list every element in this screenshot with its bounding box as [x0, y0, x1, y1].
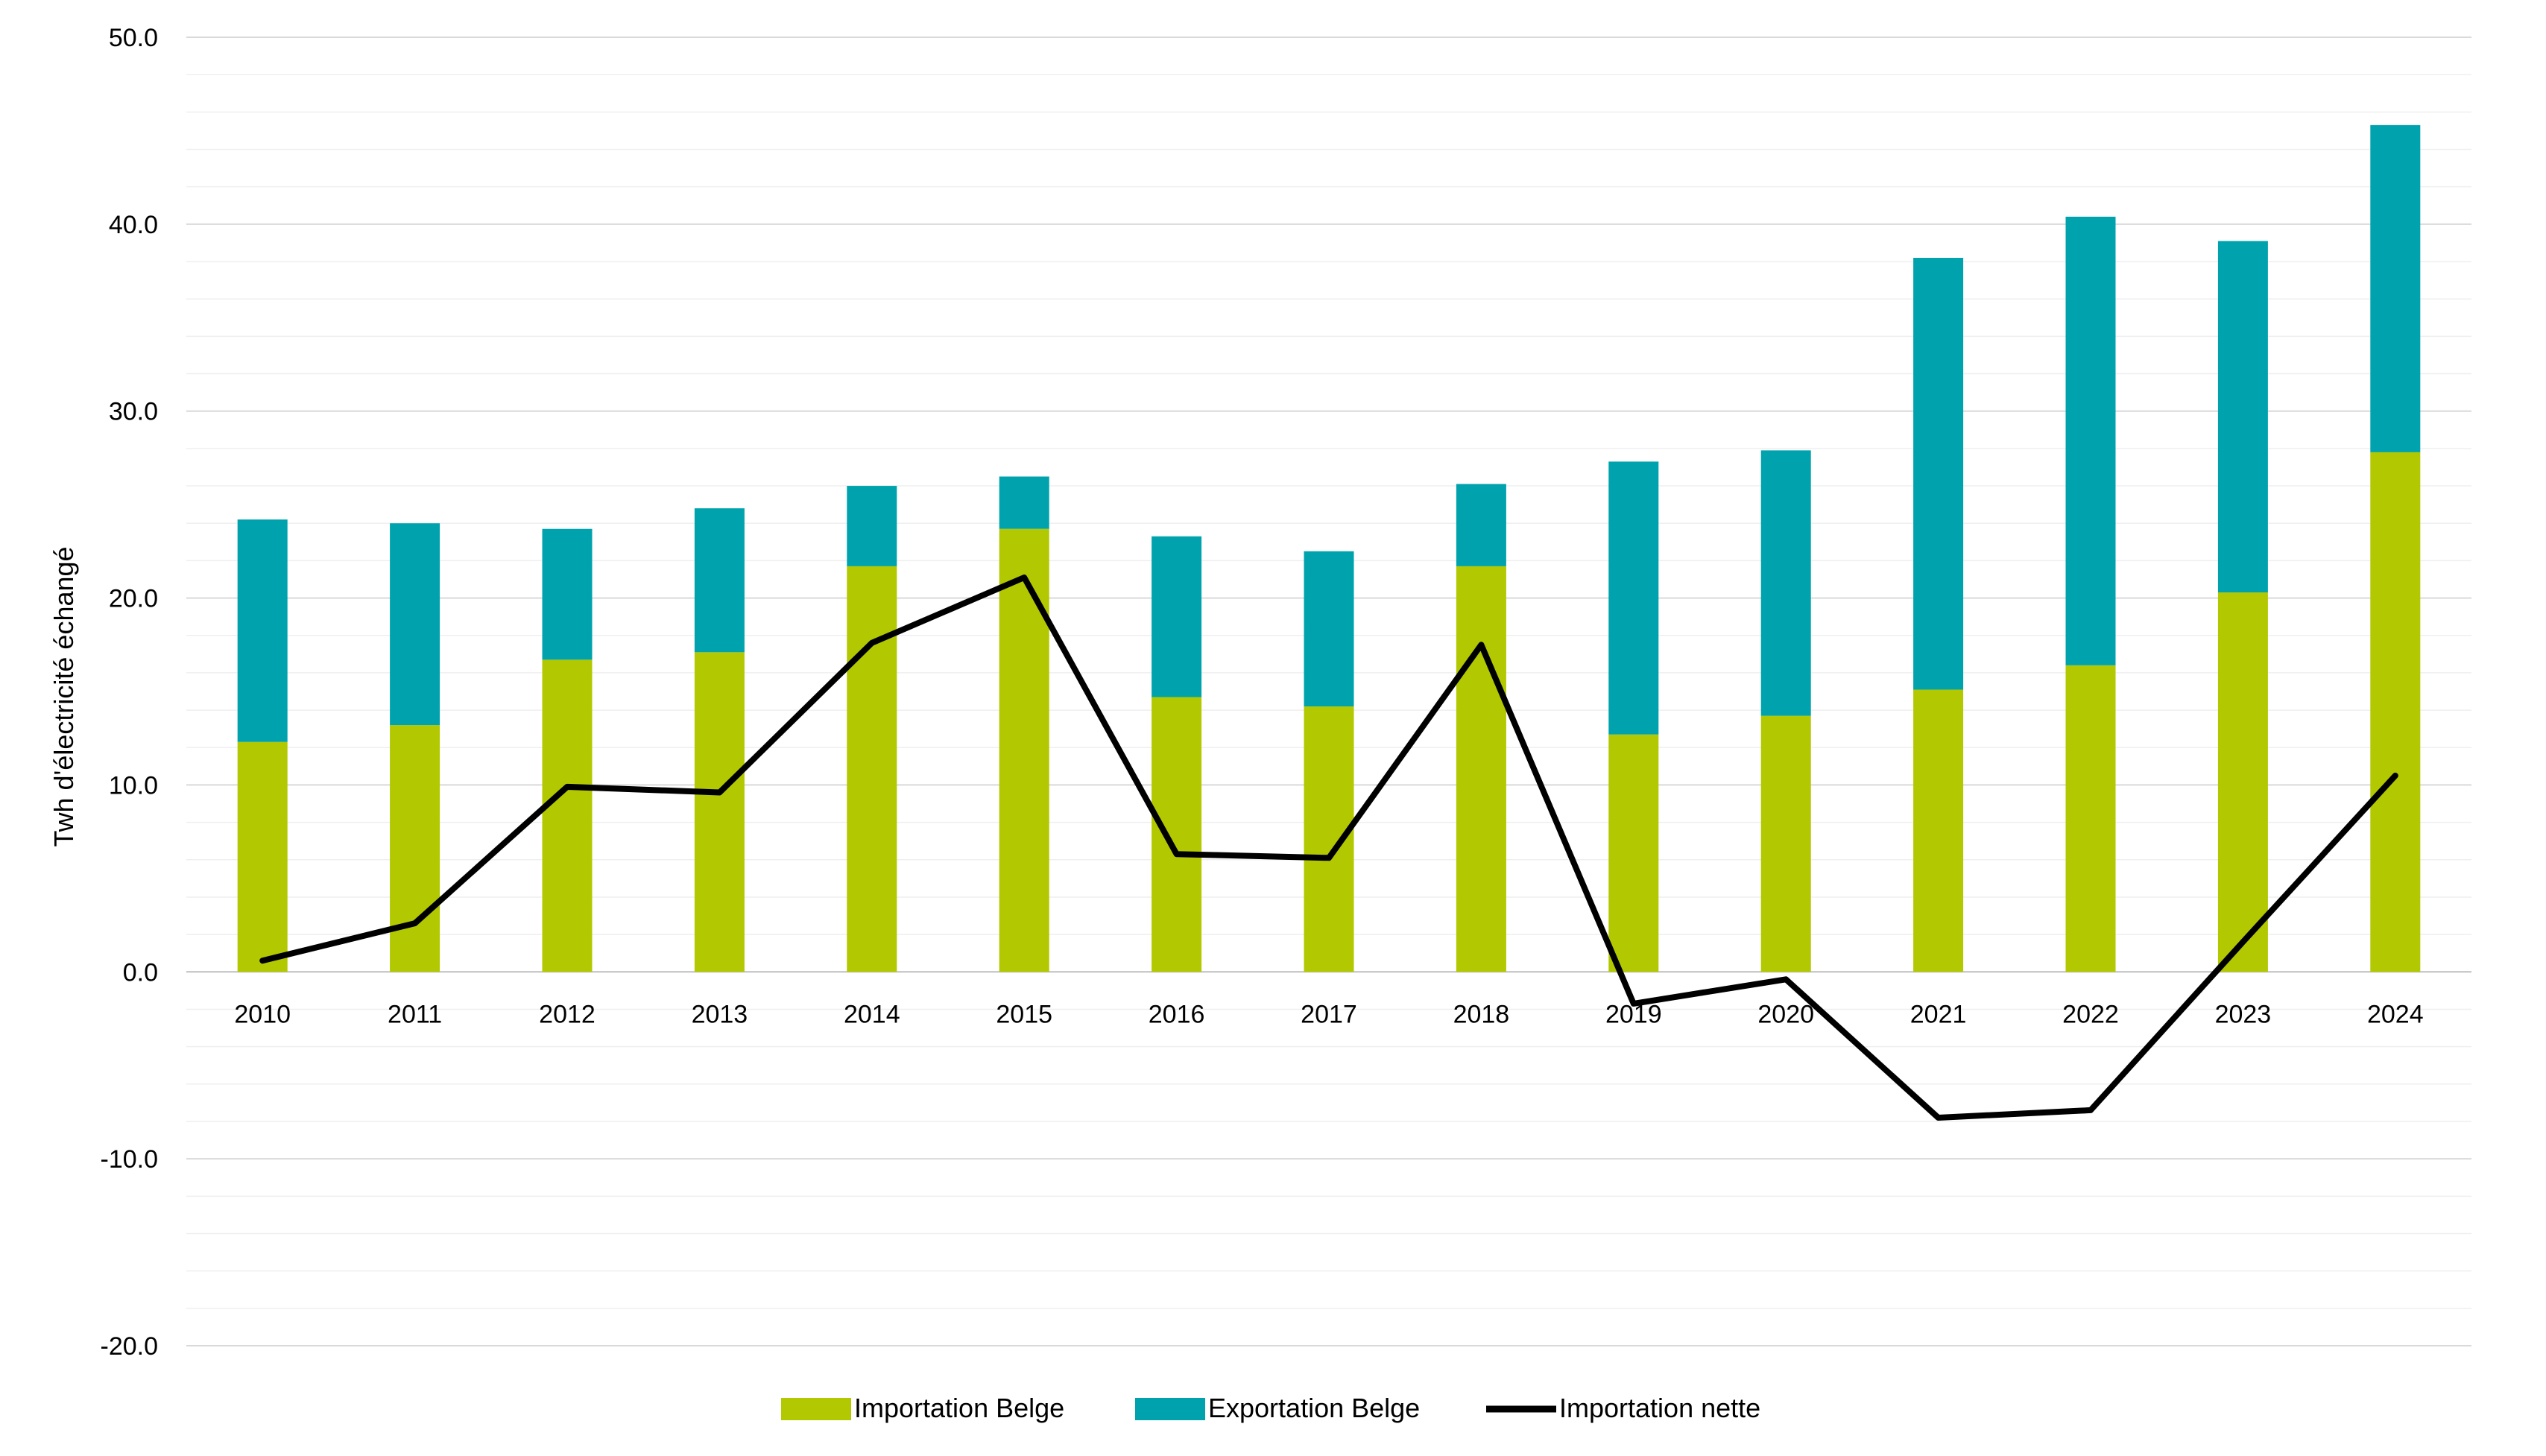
bar-importation-2023 — [2217, 592, 2268, 972]
bar-exportation-2024 — [2370, 124, 2421, 452]
x-tick-label-2016: 2016 — [1149, 1000, 1205, 1028]
y-axis-ticks: 50.0 40.0 30.0 20.0 10.0 0.0 -10.0 -20.0 — [101, 24, 159, 1361]
bar-importation-2020 — [1760, 715, 1811, 972]
y-axis-label: Twh d'électricité échangé — [48, 546, 79, 846]
bar-importation-2011 — [390, 725, 440, 972]
bar-importation-2024 — [2370, 452, 2421, 972]
bar-importation-2010 — [237, 741, 288, 972]
net-import-line-group — [259, 575, 2398, 1121]
legend: Importation Belge Exportation Belge Impo… — [781, 1393, 1760, 1423]
y-tick-label: 20.0 — [109, 585, 158, 613]
legend-swatch-exportation — [1135, 1398, 1205, 1420]
legend-swatch-importation — [781, 1398, 851, 1420]
x-tick-label-2023: 2023 — [2215, 1000, 2272, 1028]
x-tick-label-2015: 2015 — [996, 1000, 1052, 1028]
x-tick-label-2018: 2018 — [1453, 1000, 1510, 1028]
bar-importation-2015 — [999, 528, 1049, 972]
y-tick-label: 0.0 — [123, 958, 158, 987]
bar-exportation-2014 — [847, 486, 897, 566]
x-tick-label-2010: 2010 — [234, 1000, 291, 1028]
y-tick-label: 30.0 — [109, 398, 158, 426]
bar-exportation-2019 — [1608, 461, 1659, 735]
bar-importation-2012 — [542, 659, 593, 972]
x-tick-label-2011: 2011 — [388, 1000, 442, 1028]
y-tick-label: 10.0 — [109, 771, 158, 800]
x-tick-label-2012: 2012 — [539, 1000, 596, 1028]
x-tick-label-2013: 2013 — [692, 1000, 748, 1028]
bar-importation-2016 — [1152, 697, 1202, 972]
bar-exportation-2013 — [694, 508, 745, 653]
x-tick-label-2020: 2020 — [1757, 1000, 1814, 1028]
bar-exportation-2018 — [1456, 484, 1506, 566]
legend-label-net-import: Importation nette — [1559, 1393, 1760, 1423]
y-tick-label: 40.0 — [109, 211, 158, 239]
bar-importation-2019 — [1608, 734, 1659, 972]
net-import-line — [259, 575, 2398, 1121]
bar-importation-2018 — [1456, 566, 1506, 972]
bars — [237, 124, 2421, 972]
x-tick-label-2019: 2019 — [1605, 1000, 1662, 1028]
bar-exportation-2015 — [999, 476, 1049, 529]
bar-exportation-2021 — [1913, 258, 1964, 690]
bar-importation-2022 — [2065, 665, 2116, 972]
x-tick-label-2024: 2024 — [2367, 1000, 2424, 1028]
bar-exportation-2017 — [1304, 551, 1354, 707]
x-tick-label-2022: 2022 — [2062, 1000, 2119, 1028]
bar-exportation-2020 — [1760, 450, 1811, 716]
y-tick-label: -10.0 — [101, 1145, 159, 1174]
bar-exportation-2012 — [542, 528, 593, 660]
bar-importation-2014 — [847, 566, 897, 972]
x-tick-label-2017: 2017 — [1301, 1000, 1357, 1028]
legend-label-importation: Importation Belge — [854, 1393, 1064, 1423]
bar-exportation-2022 — [2065, 216, 2116, 665]
y-tick-label: 50.0 — [109, 24, 158, 52]
bar-importation-2013 — [694, 652, 745, 972]
bar-exportation-2023 — [2217, 241, 2268, 593]
bar-exportation-2016 — [1152, 536, 1202, 697]
y-tick-label: -20.0 — [101, 1332, 159, 1361]
bar-importation-2021 — [1913, 689, 1964, 972]
x-tick-label-2014: 2014 — [844, 1000, 900, 1028]
bar-importation-2017 — [1304, 706, 1354, 972]
bar-exportation-2010 — [237, 519, 288, 742]
x-tick-label-2021: 2021 — [1910, 1000, 1967, 1028]
legend-label-exportation: Exportation Belge — [1208, 1393, 1420, 1423]
x-axis-ticks: 2010 2011 2012 2013 2014 2015 2016 2017 2018 2019… — [234, 1000, 2423, 1028]
bar-exportation-2011 — [390, 523, 440, 726]
